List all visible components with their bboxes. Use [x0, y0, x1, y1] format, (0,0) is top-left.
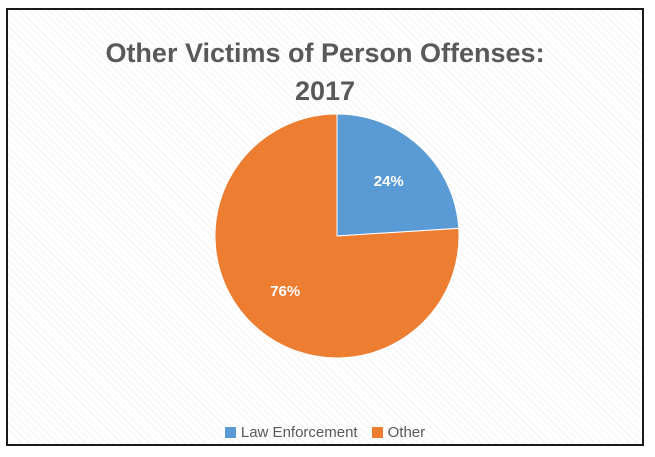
chart-title-line-2: 2017 — [294, 76, 356, 106]
data-label-other: 76% — [270, 283, 300, 300]
chart-legend: Law Enforcement Other — [8, 424, 642, 441]
legend-label-other: Other — [387, 424, 426, 441]
pie-chart: 24% 76% — [214, 113, 460, 359]
legend-swatch-law-enforcement — [224, 427, 236, 438]
legend-label-law-enforcement: Law Enforcement — [240, 424, 358, 441]
data-label-law-enforcement: 24% — [374, 173, 404, 190]
chart-frame: Other Victims of Person Offenses: 2017 2… — [6, 8, 644, 446]
legend-item-law-enforcement: Law Enforcement — [224, 424, 358, 441]
legend-swatch-other — [371, 427, 383, 438]
chart-title-line-1: Other Victims of Person Offenses: — [105, 38, 545, 68]
pie-slice-other — [214, 113, 460, 359]
chart-title: Other Victims of Person Offenses: 2017 — [8, 34, 642, 110]
legend-item-other: Other — [371, 424, 426, 441]
pie-slice-law-enforcement — [336, 113, 460, 237]
